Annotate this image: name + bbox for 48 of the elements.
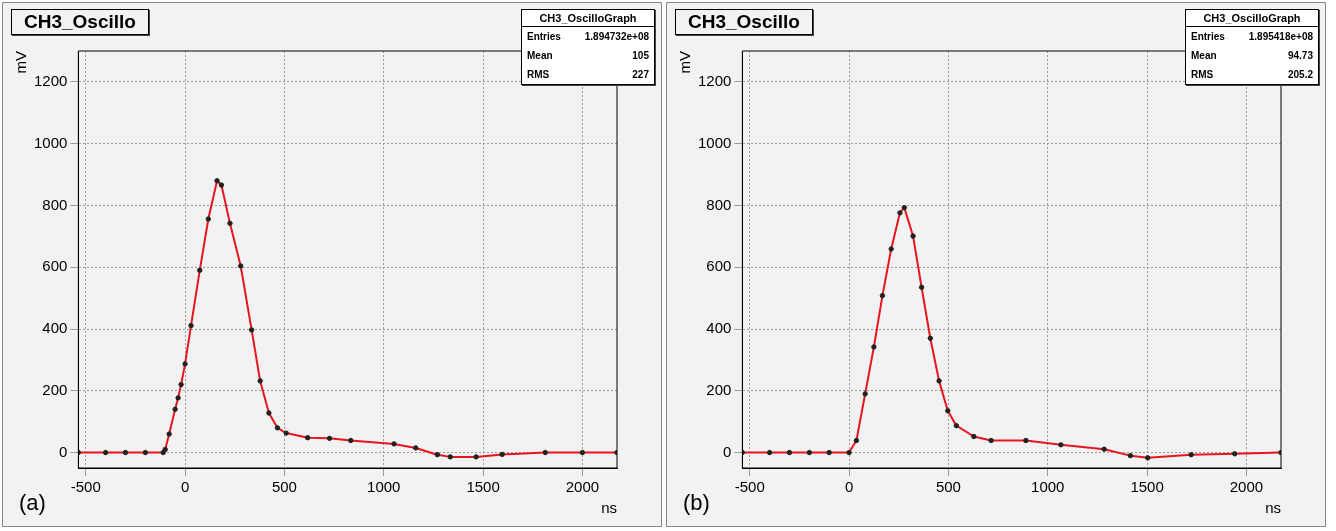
x-axis-title: ns bbox=[601, 499, 617, 517]
chart-title: CH3_Oscillo bbox=[11, 9, 149, 35]
text: 105 bbox=[632, 50, 649, 61]
x-tick-label: 0 bbox=[844, 478, 854, 496]
annotation: Mean bbox=[527, 50, 553, 61]
text: Entries bbox=[527, 31, 561, 42]
x-tick-label: 1000 bbox=[367, 478, 401, 496]
y-tick-label: 1200 bbox=[33, 72, 68, 90]
x-tick-label: 1500 bbox=[466, 478, 500, 496]
x-tick-label: 1500 bbox=[1130, 478, 1164, 496]
y-tick-label: 0 bbox=[59, 442, 68, 460]
y-axis-title: mV bbox=[12, 51, 30, 74]
x-tick-label: 2000 bbox=[565, 478, 600, 496]
y-tick-label: 400 bbox=[42, 319, 68, 337]
y-tick-label: 800 bbox=[706, 195, 732, 213]
text: 227 bbox=[632, 69, 649, 80]
x-axis-title: ns bbox=[1265, 499, 1281, 517]
annotation: RMS bbox=[527, 69, 550, 80]
text: 1.895418e+08 bbox=[1248, 31, 1313, 42]
annotation: Mean bbox=[1191, 50, 1217, 61]
text: (b) bbox=[683, 490, 710, 516]
text: (a) bbox=[19, 490, 46, 516]
x-tick-label: 2000 bbox=[1229, 478, 1264, 496]
y-tick-label: 600 bbox=[42, 257, 68, 275]
x-tick-label: 500 bbox=[271, 478, 297, 496]
y-tick-label: 0 bbox=[723, 442, 732, 460]
x-tick-label: 1000 bbox=[1031, 478, 1065, 496]
y-tick-label: 200 bbox=[42, 380, 68, 398]
text: CH3_OscilloGraph bbox=[522, 10, 654, 27]
text: 94.73 bbox=[1287, 50, 1313, 61]
x-tick-label: 0 bbox=[180, 478, 190, 496]
y-tick-label: 800 bbox=[42, 195, 68, 213]
y-tick-label: 600 bbox=[706, 257, 732, 275]
annotation: RMS bbox=[1191, 69, 1214, 80]
text: CH3_OscilloGraph bbox=[1186, 10, 1318, 27]
y-axis-title: mV bbox=[676, 51, 694, 74]
x-tick-label: -500 bbox=[734, 478, 765, 496]
y-tick-label: 1000 bbox=[33, 133, 68, 151]
y-tick-label: 1000 bbox=[697, 133, 732, 151]
text: 1.894732e+08 bbox=[584, 31, 649, 42]
y-tick-label: 400 bbox=[706, 319, 732, 337]
y-tick-label: 200 bbox=[706, 380, 732, 398]
x-tick-label: 500 bbox=[935, 478, 961, 496]
text: Entries bbox=[1191, 31, 1225, 42]
chart-title: CH3_Oscillo bbox=[675, 9, 813, 35]
y-tick-label: 1200 bbox=[697, 72, 732, 90]
x-tick-label: -500 bbox=[70, 478, 101, 496]
text: 205.2 bbox=[1287, 69, 1313, 80]
